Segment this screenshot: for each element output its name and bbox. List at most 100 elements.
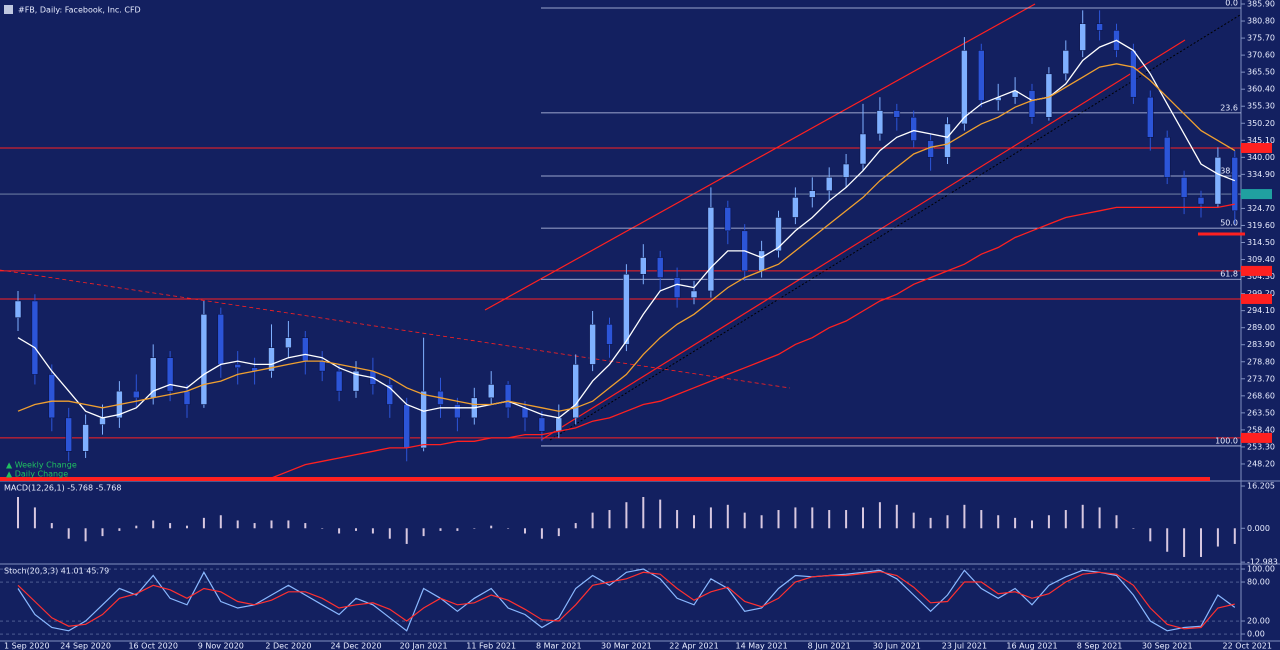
y-tick-label: 334.90: [1247, 170, 1275, 179]
candle-body: [82, 424, 89, 452]
candle-body: [1079, 23, 1086, 51]
macd-bar: [895, 504, 898, 529]
macd-bar: [659, 499, 662, 529]
candle-body: [200, 314, 208, 405]
candle-body: [1096, 23, 1103, 31]
candle-body: [910, 116, 917, 141]
y-tick-label: 299.20: [1247, 289, 1275, 298]
y-tick-label: 304.30: [1247, 272, 1275, 281]
x-tick-label: 1 Sep 2020: [4, 642, 50, 650]
candle-body: [1028, 90, 1036, 118]
macd-bar: [152, 520, 155, 529]
stoch-line: [17, 568, 1236, 632]
x-tick-label: 20 Jan 2021: [400, 642, 448, 650]
macd-bar: [388, 528, 391, 539]
candle-body: [978, 50, 985, 101]
candle-body: [318, 360, 326, 372]
macd-bar: [118, 528, 121, 531]
candle-body: [876, 110, 884, 135]
candle-body: [690, 290, 698, 298]
macd-bar: [574, 523, 577, 529]
macd-bar: [862, 507, 864, 529]
candle-body: [555, 417, 563, 432]
level-marker: [1241, 293, 1272, 304]
y-tick-label: 365.50: [1247, 68, 1275, 77]
candle-body: [572, 364, 579, 419]
candle-body: [1062, 50, 1070, 75]
candle-body: [1180, 177, 1188, 198]
candle-body: [217, 314, 225, 365]
weekly-change: ▲ Weekly Change: [6, 461, 77, 470]
x-tick-label: 16 Aug 2021: [1006, 642, 1057, 650]
candle-body: [302, 337, 309, 362]
y-tick-label: 380.80: [1247, 17, 1275, 26]
y-tick-label: 253.30: [1247, 442, 1275, 451]
symbol-icon: [4, 5, 13, 14]
candle-body: [420, 390, 427, 449]
candle-body: [48, 374, 56, 419]
candle-body: [842, 163, 850, 178]
macd-bar: [17, 496, 19, 529]
stoch-line: [17, 570, 1235, 630]
macd-bar: [591, 512, 594, 529]
candle-body: [166, 357, 174, 392]
x-tick-label: 11 Feb 2021: [466, 642, 516, 650]
macd-bar: [67, 528, 70, 539]
macd-bar: [709, 507, 712, 529]
y-tick-label: 375.70: [1247, 34, 1275, 43]
macd-bar: [845, 510, 848, 529]
macd-bar: [878, 502, 881, 529]
trend-line: [0, 269, 791, 389]
candle-body: [99, 417, 106, 425]
trend-line: [549, 14, 1241, 441]
macd-bar: [507, 528, 510, 529]
macd-bar: [1064, 510, 1067, 529]
candle-body: [775, 217, 782, 252]
y-tick-label: 385.90: [1247, 0, 1275, 9]
macd-bar: [760, 515, 763, 529]
x-tick-label: 9 Nov 2020: [198, 642, 244, 650]
channel-line: [484, 3, 1036, 311]
x-tick-label: 24 Sep 2020: [60, 642, 111, 650]
x-tick-label: 8 Jun 2021: [808, 642, 851, 650]
x-tick-label: 30 Jun 2021: [873, 642, 921, 650]
macd-bar: [287, 520, 290, 529]
candle-body: [606, 324, 613, 345]
macd-bar: [422, 528, 425, 537]
y-tick-label: 0.000: [1247, 524, 1270, 533]
candle-body: [809, 190, 816, 198]
candle-body: [234, 364, 241, 369]
level-marker: [1241, 142, 1272, 153]
macd-bar: [1098, 507, 1101, 529]
macd-bar: [338, 528, 341, 534]
macd-bar: [828, 510, 831, 529]
candle-body: [758, 250, 765, 272]
level-marker: [1241, 265, 1272, 276]
macd-bar: [929, 517, 932, 529]
macd-bar: [1216, 528, 1219, 547]
macd-bar: [540, 528, 543, 539]
candle-body: [335, 370, 343, 392]
macd-bar: [101, 528, 104, 537]
macd-bar: [84, 528, 87, 542]
candle-body: [707, 207, 715, 292]
macd-bar: [1014, 517, 1017, 529]
macd-bar: [33, 507, 36, 529]
candle-body: [792, 197, 799, 218]
candle-body: [724, 207, 732, 232]
macd-bar: [50, 523, 53, 529]
candle-body: [403, 404, 410, 449]
y-tick-label: 20.00: [1247, 617, 1270, 626]
macd-bar: [608, 510, 611, 529]
macd-bar: [1031, 520, 1033, 529]
candle-body: [183, 390, 191, 405]
macd-bar: [980, 510, 983, 529]
y-tick-label: 273.70: [1247, 374, 1275, 383]
x-tick-label: 8 Sep 2021: [1077, 642, 1123, 650]
macd-bar: [524, 528, 526, 534]
candle-body: [1147, 96, 1154, 138]
candle-body: [1197, 197, 1205, 205]
candle-body: [31, 300, 39, 375]
